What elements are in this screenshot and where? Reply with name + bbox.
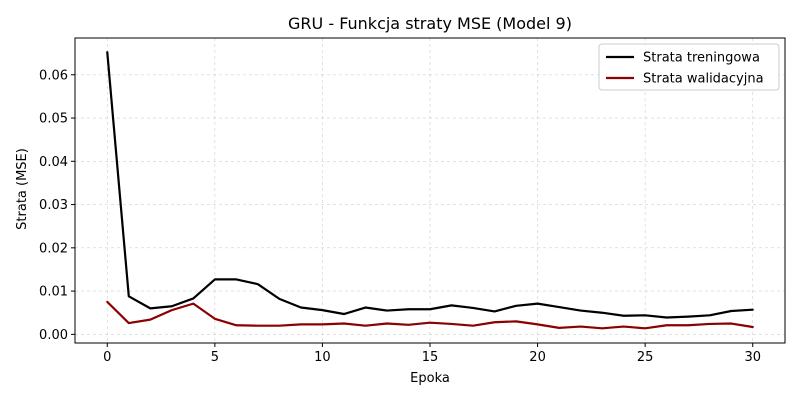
y-tick-label: 0.03: [39, 198, 68, 213]
x-tick-label: 25: [637, 350, 654, 365]
y-tick-label: 0.04: [39, 155, 68, 170]
y-axis-label: Strata (MSE): [15, 148, 30, 230]
x-tick-label: 15: [422, 350, 439, 365]
x-tick-label: 0: [103, 350, 111, 365]
series-line-1: [106, 51, 754, 319]
x-axis-label: Epoka: [410, 371, 450, 386]
x-tick-label: 10: [314, 350, 331, 365]
legend-box: [598, 43, 780, 91]
y-tick-label: 0.01: [39, 285, 68, 300]
x-tick-label: 30: [744, 350, 761, 365]
legend: Strata treningowa Strata walidacyjna: [598, 43, 780, 91]
legend-label-2: Strata walidacyjna: [643, 72, 764, 87]
y-tick-label: 0.02: [39, 241, 68, 256]
x-tick-label: 5: [211, 350, 219, 365]
x-axis: 0 5 10 15 20 25 30: [103, 343, 761, 365]
x-tick-label: 20: [529, 350, 546, 365]
y-tick-label: 0.00: [39, 328, 68, 343]
series-layer: [106, 51, 754, 330]
series-line-2: [106, 300, 754, 330]
legend-label-1: Strata treningowa: [643, 51, 760, 66]
y-tick-label: 0.05: [39, 112, 68, 127]
chart-title: GRU - Funkcja straty MSE (Model 9): [288, 14, 572, 33]
y-tick-label: 0.06: [39, 68, 68, 83]
y-axis: 0.00 0.01 0.02 0.03 0.04 0.05 0.06: [39, 68, 75, 343]
